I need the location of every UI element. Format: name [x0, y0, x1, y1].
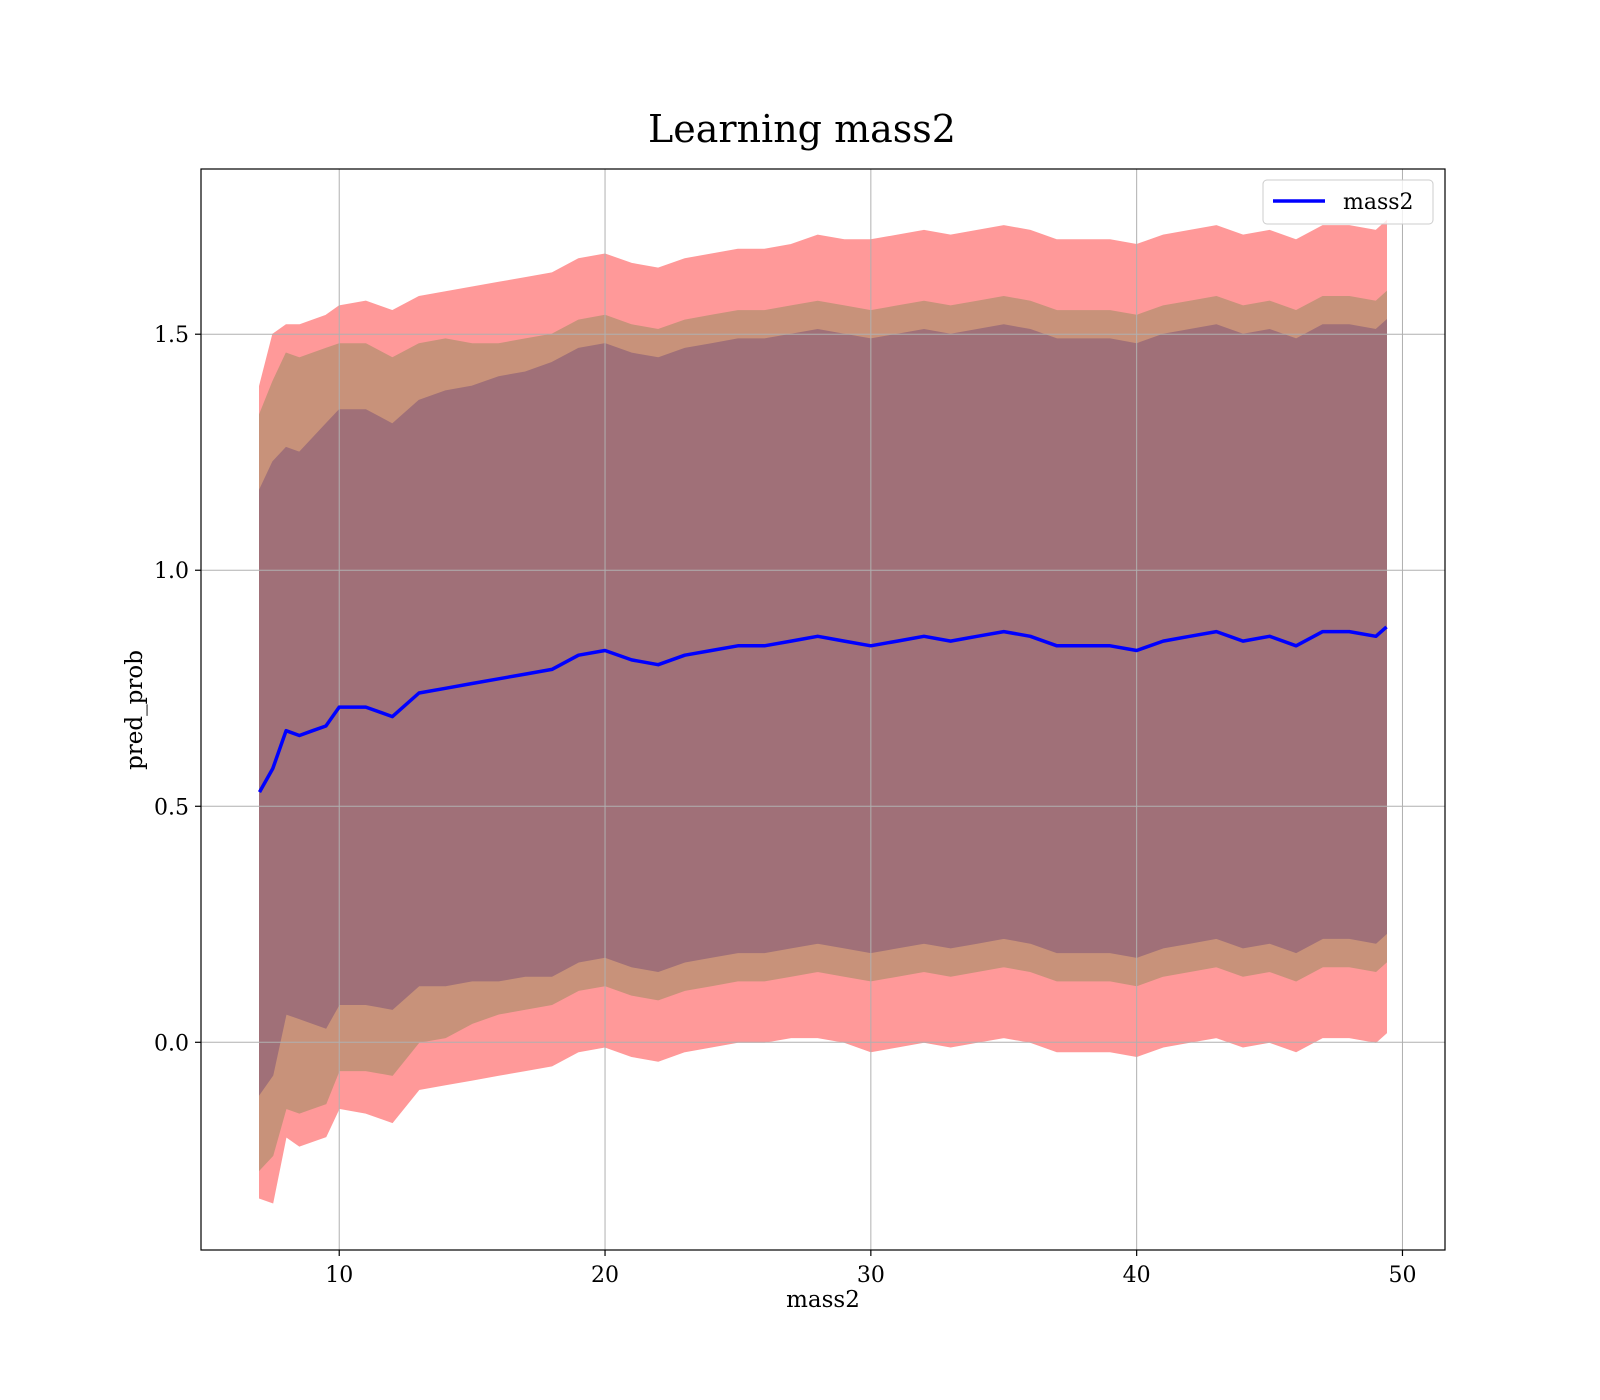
x-tick-label-3: 40	[1123, 1263, 1151, 1288]
series-line-mass2	[257, 625, 1388, 793]
chart-title: Learning mass2	[648, 107, 956, 151]
band-inner	[259, 318, 1387, 1096]
x-axis-ticks: 10 20 30 40 50	[325, 1250, 1416, 1288]
y-tick-label-1: 0.5	[154, 795, 189, 820]
y-tick-label-0: 0.0	[154, 1031, 189, 1056]
series-lines	[257, 625, 1388, 793]
x-tick-label-4: 50	[1388, 1263, 1416, 1288]
y-axis-label: pred_prob	[122, 650, 148, 770]
legend-label-mass2: mass2	[1343, 190, 1414, 215]
y-tick-label-3: 1.5	[154, 323, 189, 348]
legend: mass2	[1262, 179, 1434, 225]
legend-box	[1262, 179, 1434, 225]
x-tick-label-0: 10	[325, 1263, 353, 1288]
x-tick-label-2: 30	[857, 1263, 885, 1288]
x-axis-label: mass2	[786, 1287, 860, 1313]
grid	[201, 169, 1445, 1250]
y-axis-ticks: 0.0 0.5 1.0 1.5	[154, 323, 201, 1056]
plot-frame	[200, 168, 1446, 1251]
y-tick-label-2: 1.0	[154, 559, 189, 584]
x-tick-label-1: 20	[591, 1263, 619, 1288]
confidence-bands	[259, 219, 1387, 1204]
